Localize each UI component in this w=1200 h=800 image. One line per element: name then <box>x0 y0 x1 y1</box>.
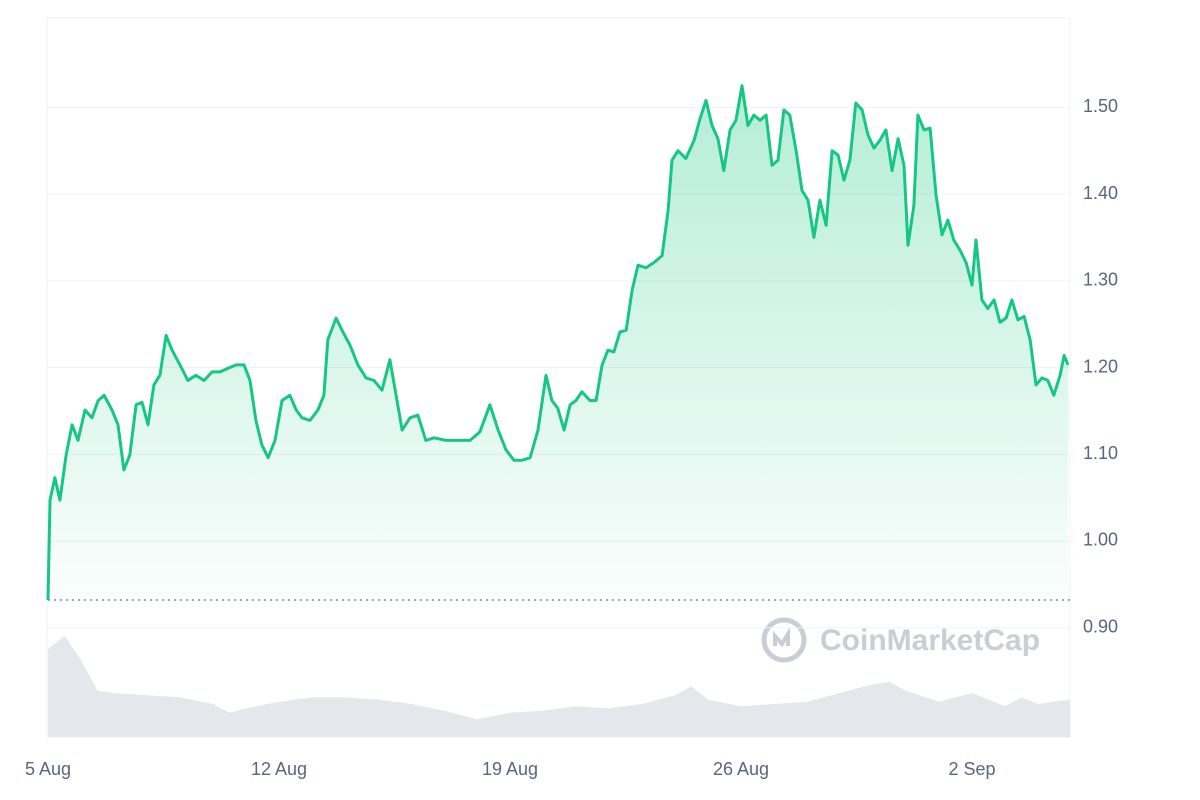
x-tick-label: 2 Sep <box>948 759 995 779</box>
watermark: CoinMarketCap <box>820 624 1040 657</box>
y-tick-label: 1.30 <box>1083 270 1118 290</box>
x-tick-label: 12 Aug <box>251 759 307 779</box>
y-tick-label: 1.40 <box>1083 183 1118 203</box>
y-tick-label: 1.20 <box>1083 356 1118 376</box>
y-tick-label: 1.50 <box>1083 96 1118 116</box>
x-tick-label: 26 Aug <box>713 759 769 779</box>
watermark-logo <box>761 617 807 663</box>
x-tick-label: 19 Aug <box>482 759 538 779</box>
y-tick-label: 1.10 <box>1083 443 1118 463</box>
price-line <box>46 84 1070 601</box>
y-tick-label: 1.00 <box>1083 530 1118 550</box>
x-tick-label: 5 Aug <box>25 759 71 779</box>
y-tick-label: 0.90 <box>1083 616 1118 636</box>
area-fill <box>48 85 1068 600</box>
volume-area <box>48 635 1070 737</box>
